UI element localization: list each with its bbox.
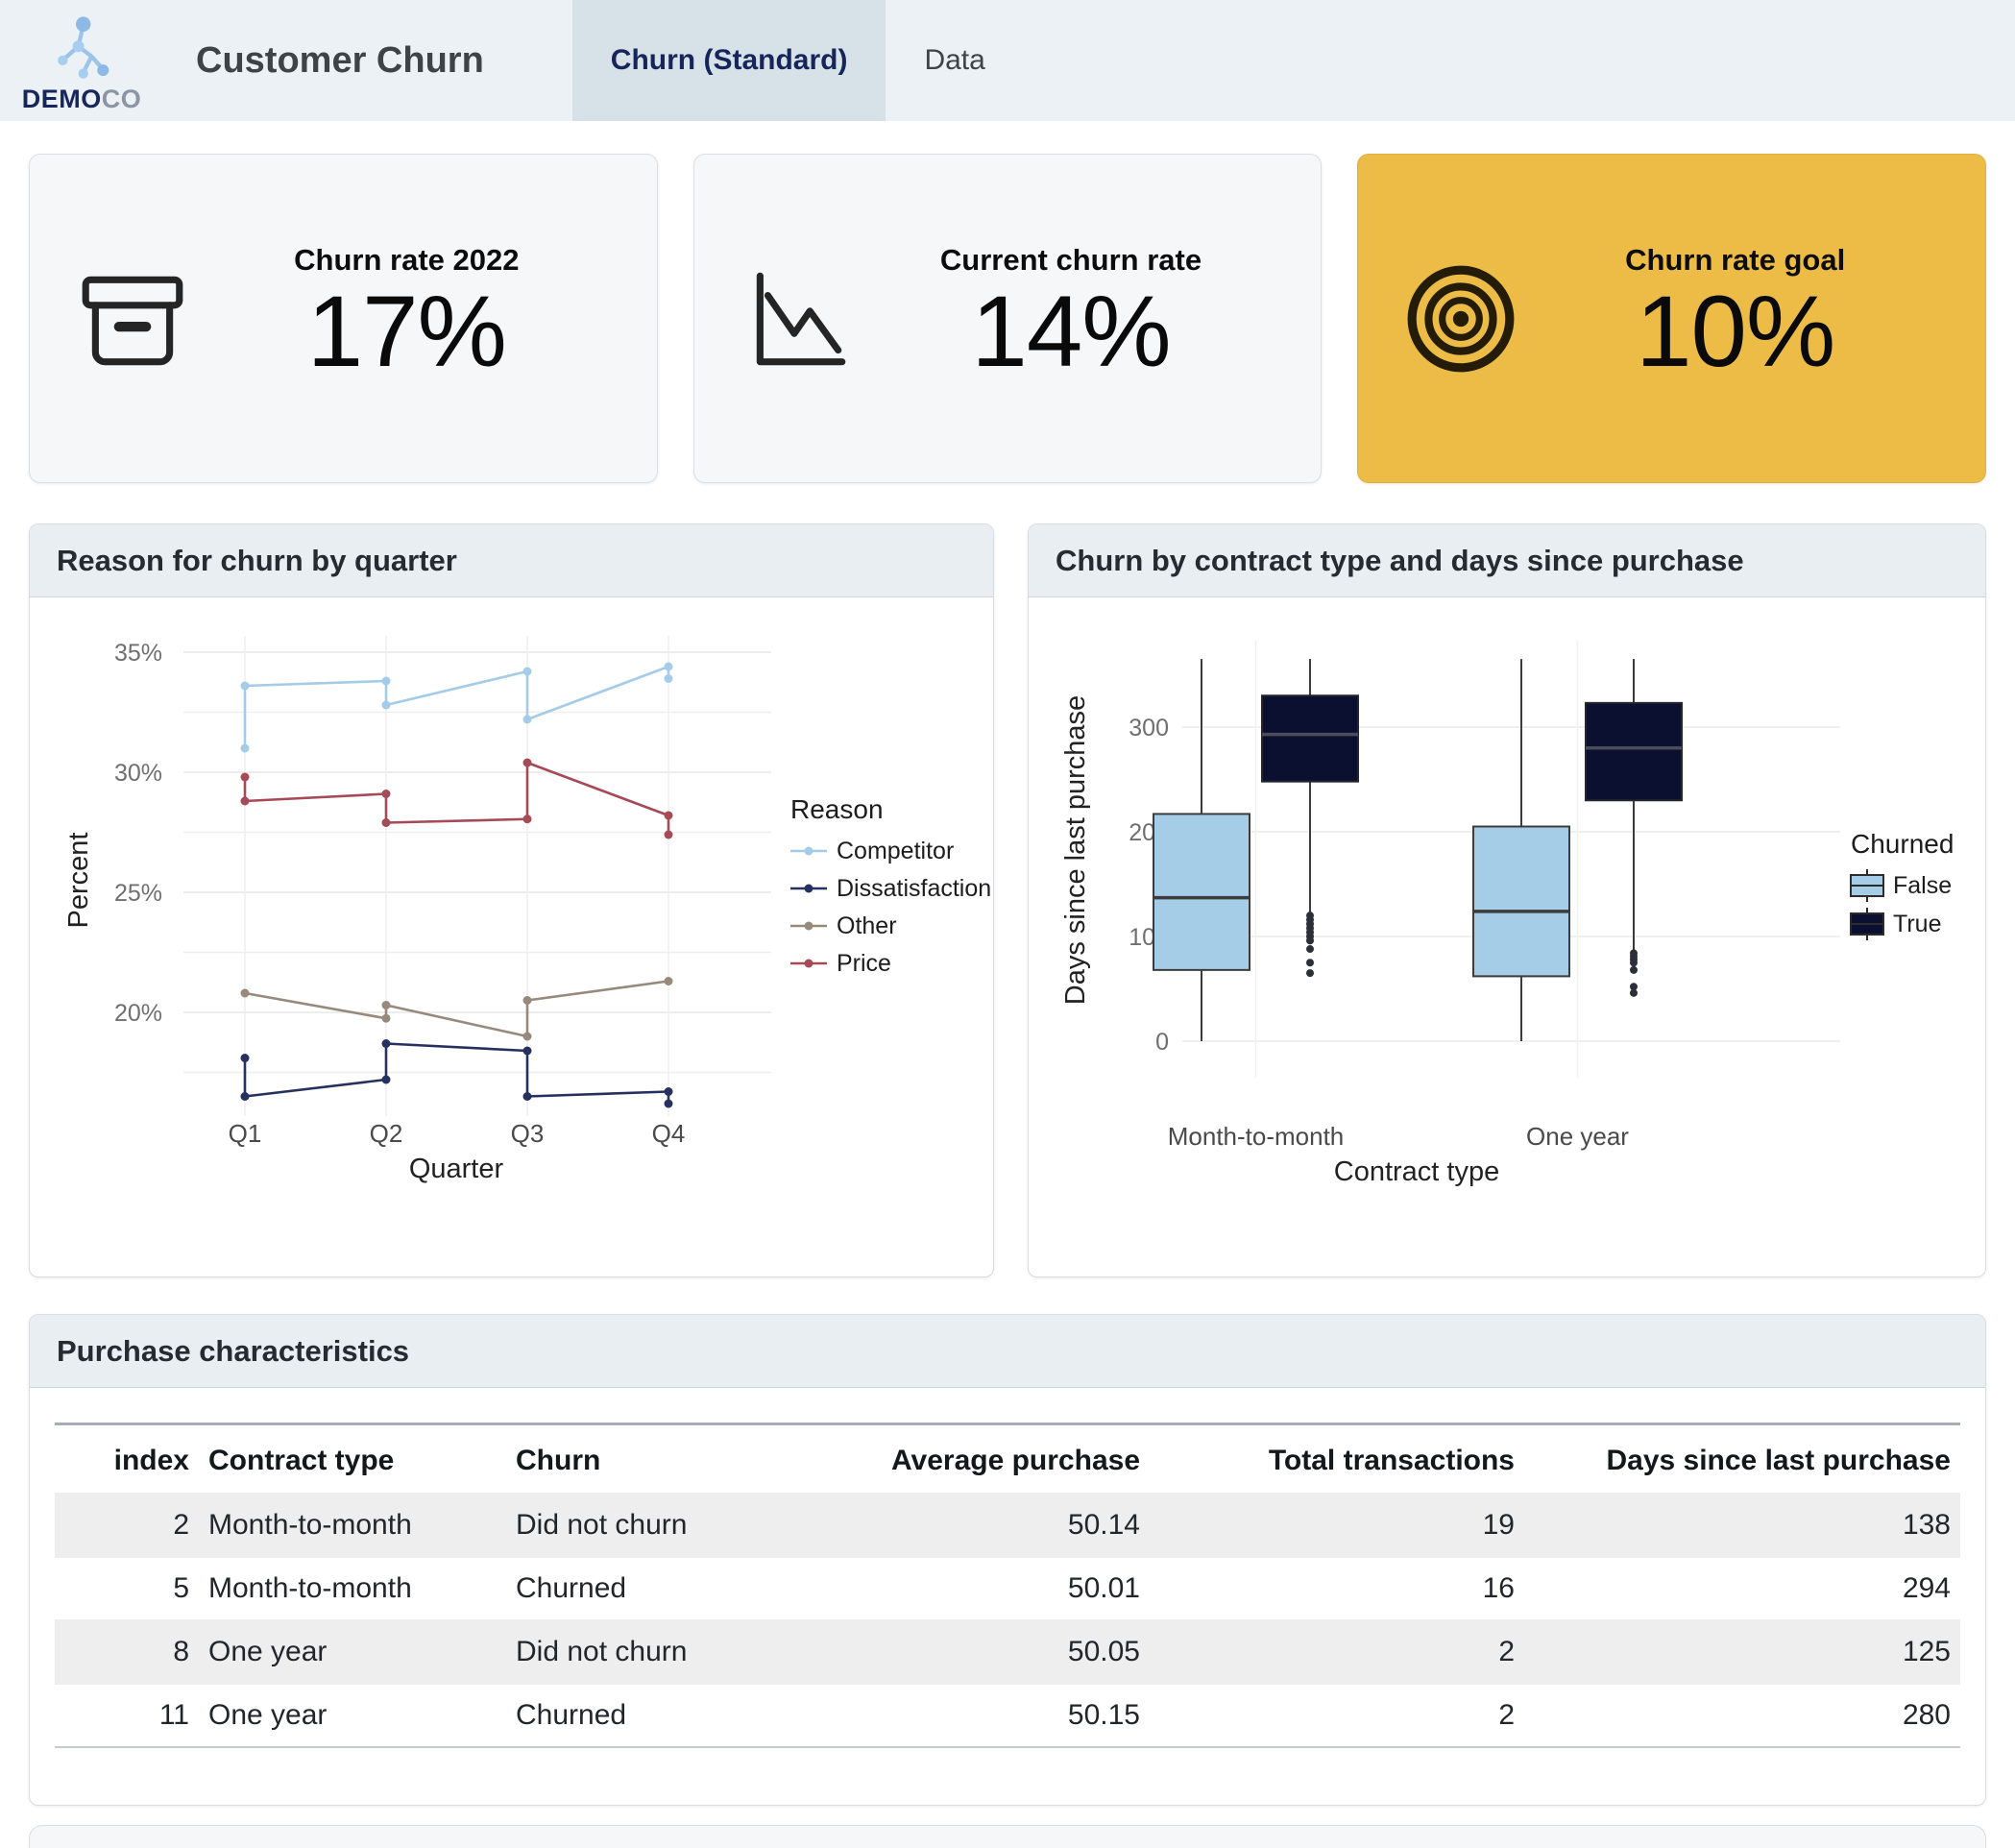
table-cell: Month-to-month — [208, 1509, 412, 1541]
table-cell: 294 — [1902, 1572, 1951, 1604]
table-row: 8 One year Did not churn 50.05 2 125 — [55, 1620, 1960, 1684]
reason-line-chart-panel: Reason for churn by quarter 20% 25% 30% 35%… — [29, 523, 994, 1277]
svg-text:Month-to-month: Month-to-month — [1168, 1122, 1345, 1151]
svg-text:Days since last purchase: Days since last purchase — [1060, 695, 1091, 1005]
reason-line-chart: 20% 25% 30% 35% Q1 Q2 Q3 Q4 Quarter Percent Reason… — [63, 636, 991, 1184]
kpi-value: 10% — [1636, 275, 1835, 388]
table-cell: 11 — [158, 1699, 189, 1731]
svg-text:Dissatisfaction: Dissatisfaction — [837, 875, 991, 902]
table-cell: 280 — [1902, 1699, 1951, 1731]
table-cell: Did not churn — [516, 1509, 688, 1541]
target-icon — [1407, 265, 1515, 372]
svg-text:Percent: Percent — [63, 833, 94, 929]
table-cell: 19 — [1482, 1509, 1515, 1541]
table-cell: 5 — [173, 1572, 189, 1604]
panel-title: Reason for churn by quarter — [30, 524, 993, 597]
app-header: DEMOCO Customer Churn Churn (Standard) D… — [0, 0, 2015, 121]
svg-text:35%: 35% — [114, 640, 162, 667]
table-cell: Did not churn — [516, 1636, 688, 1667]
table-cell: Month-to-month — [208, 1572, 412, 1604]
archive-box-icon — [82, 276, 183, 365]
table-cell: One year — [208, 1636, 328, 1667]
brand-logo: DEMOCO — [0, 0, 163, 121]
kpi-label: Current churn rate — [939, 242, 1202, 277]
svg-text:25%: 25% — [114, 880, 162, 907]
table-cell: 2 — [1498, 1699, 1515, 1731]
column-header: Total transactions — [1268, 1445, 1515, 1476]
kpi-card-current-churn-rate: Current churn rate 14% — [692, 154, 1323, 483]
table-cell: 50.14 — [1067, 1509, 1140, 1541]
svg-text:Price: Price — [837, 950, 891, 977]
svg-text:Reason: Reason — [790, 794, 884, 824]
kpi-text: Current churn rate 14% — [856, 243, 1322, 386]
svg-text:20%: 20% — [114, 1000, 162, 1027]
table-header: index Contract type Churn Average purchase T… — [55, 1423, 1960, 1495]
table-cell: Churned — [516, 1699, 627, 1731]
kpi-label: Churn rate 2022 — [294, 242, 520, 277]
kpi-card-churn-rate-2022: Churn rate 2022 17% — [29, 154, 658, 483]
column-header: Contract type — [208, 1445, 395, 1476]
table-row: 11 One year Churned 50.15 2 280 — [55, 1684, 1960, 1747]
table-cell: 50.15 — [1067, 1699, 1140, 1731]
table-cell: Churned — [516, 1572, 627, 1604]
page-title: Customer Churn — [196, 39, 484, 81]
kpi-card-churn-rate-goal: Churn rate goal 10% — [1357, 154, 1987, 483]
kpi-value: 14% — [971, 275, 1171, 388]
svg-text:Contract type: Contract type — [1334, 1156, 1499, 1187]
table-body: 2 Month-to-month Did not churn 50.14 19 138 5 M… — [55, 1494, 1960, 1747]
svg-text:Q2: Q2 — [370, 1119, 403, 1148]
charts-row: Reason for churn by quarter 20% 25% 30% 35%… — [29, 523, 1986, 1277]
table-cell: 125 — [1902, 1636, 1951, 1667]
panel-title: Purchase characteristics — [30, 1315, 1985, 1388]
table-cell: One year — [208, 1699, 328, 1731]
svg-text:Competitor: Competitor — [837, 838, 954, 864]
svg-text:0: 0 — [1155, 1029, 1169, 1056]
kpi-text: Churn rate goal 10% — [1519, 243, 1985, 386]
svg-text:Churned: Churned — [1851, 829, 1954, 859]
molecule-logo-icon — [58, 15, 109, 79]
next-card-sliver — [29, 1825, 1986, 1848]
svg-text:One year: One year — [1526, 1122, 1629, 1151]
table-row: 2 Month-to-month Did not churn 50.14 19 138 — [55, 1494, 1960, 1557]
svg-text:Q4: Q4 — [652, 1119, 686, 1148]
column-header: Average purchase — [890, 1445, 1140, 1476]
kpi-label: Churn rate goal — [1625, 242, 1846, 277]
purchase-table-panel: Purchase characteristics index Contract t… — [29, 1314, 1986, 1806]
kpi-value: 17% — [306, 275, 507, 388]
table-header-row: index Contract type Churn Average purchase T… — [55, 1423, 1960, 1495]
kpi-text: Churn rate 2022 17% — [191, 243, 657, 386]
contract-boxplot-panel: Churn by contract type and days since pu… — [1028, 523, 1986, 1277]
svg-text:Other: Other — [837, 912, 897, 939]
svg-text:30%: 30% — [114, 760, 162, 787]
kpi-row: Churn rate 2022 17% Current churn rate 1… — [29, 154, 1987, 483]
brand-name: DEMOCO — [21, 84, 142, 113]
table-row: 5 Month-to-month Churned 50.01 16 294 — [55, 1557, 1960, 1620]
tab-churn-standard[interactable]: Churn (Standard) — [571, 0, 886, 121]
table-cell: 2 — [1498, 1636, 1515, 1667]
table-cell: 50.01 — [1067, 1572, 1140, 1604]
tab-bar: Churn (Standard) Data — [571, 0, 1024, 121]
table-cell: 138 — [1902, 1509, 1951, 1541]
svg-text:Q1: Q1 — [229, 1119, 262, 1148]
table-cell: 2 — [173, 1509, 189, 1541]
svg-text:300: 300 — [1129, 715, 1169, 742]
svg-text:Q3: Q3 — [511, 1119, 545, 1148]
column-header: index — [113, 1445, 189, 1476]
table-cell: 50.05 — [1067, 1636, 1140, 1667]
column-header: Churn — [516, 1445, 601, 1476]
svg-text:False: False — [1893, 872, 1952, 899]
tab-data[interactable]: Data — [924, 44, 985, 76]
trend-down-icon — [756, 272, 845, 365]
panel-title: Churn by contract type and days since pu… — [1029, 524, 1985, 597]
table-cell: 8 — [173, 1636, 189, 1667]
column-header: Days since last purchase — [1606, 1445, 1951, 1476]
purchase-table: index Contract type Churn Average purchase T… — [55, 1422, 1960, 1748]
svg-text:Quarter: Quarter — [409, 1154, 504, 1184]
svg-text:True: True — [1893, 911, 1941, 937]
table-cell: 16 — [1482, 1572, 1515, 1604]
